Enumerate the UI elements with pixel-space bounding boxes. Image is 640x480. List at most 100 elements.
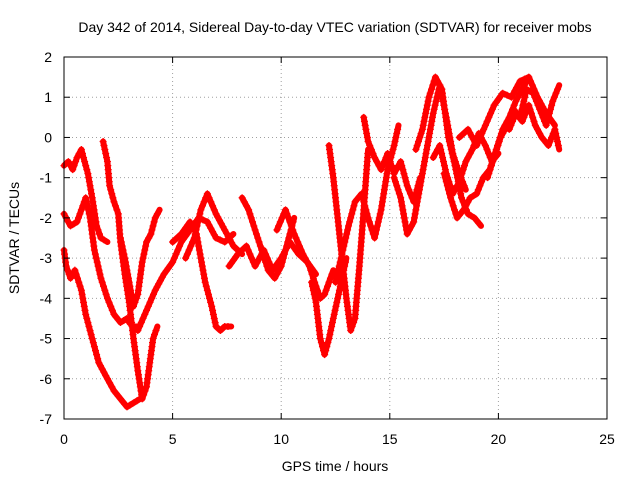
data-point: [294, 238, 302, 246]
y-tick-label: -7: [40, 411, 53, 427]
data-point: [360, 198, 368, 206]
data-point: [134, 327, 142, 335]
data-point: [415, 190, 423, 198]
data-point: [212, 234, 220, 242]
series-track-22: [505, 101, 563, 153]
data-point: [449, 202, 457, 210]
data-point: [486, 166, 494, 174]
data-point: [382, 178, 390, 186]
data-point: [140, 391, 148, 399]
data-point: [543, 117, 551, 125]
data-point: [348, 210, 356, 218]
data-point: [99, 137, 107, 145]
y-tick-label: -6: [40, 371, 53, 387]
data-point: [276, 218, 284, 226]
data-point: [137, 318, 145, 326]
data-point: [397, 198, 405, 206]
data-point: [208, 302, 216, 310]
data-point: [397, 194, 405, 202]
data-point: [520, 97, 528, 105]
data-point: [203, 286, 211, 294]
data-point: [549, 97, 557, 105]
data-point: [211, 318, 219, 326]
data-point: [84, 170, 92, 178]
data-point: [259, 250, 267, 258]
data-point: [190, 234, 198, 242]
data-point: [376, 210, 384, 218]
data-point: [84, 318, 92, 326]
data-point: [100, 236, 108, 244]
data-point: [321, 351, 329, 359]
series-track-4: [99, 137, 161, 403]
data-point: [345, 222, 353, 230]
data-point: [96, 270, 104, 278]
data-point: [379, 162, 387, 170]
data-point: [488, 105, 496, 113]
data-point: [519, 101, 527, 109]
data-point: [362, 125, 370, 133]
data-point: [418, 174, 426, 182]
data-point: [121, 254, 129, 262]
data-point: [102, 290, 110, 298]
data-point: [413, 198, 421, 206]
data-point: [448, 150, 456, 158]
data-point: [130, 302, 138, 310]
data-point: [464, 198, 472, 206]
data-point: [103, 294, 111, 302]
data-point: [439, 154, 447, 162]
data-point: [122, 258, 130, 266]
data-point: [397, 158, 405, 166]
data-point: [525, 73, 533, 81]
data-point: [451, 162, 459, 170]
data-point: [207, 298, 215, 306]
data-point: [400, 214, 408, 222]
data-point: [108, 383, 116, 391]
data-point: [330, 310, 338, 318]
data-point: [335, 286, 343, 294]
data-point: [80, 298, 88, 306]
data-point: [324, 282, 332, 290]
data-point: [111, 202, 119, 210]
data-point: [426, 125, 434, 133]
data-point: [440, 170, 448, 178]
data-point: [458, 170, 466, 178]
data-point: [198, 202, 206, 210]
data-point: [106, 379, 114, 387]
data-point: [426, 129, 434, 137]
data-point: [400, 210, 408, 218]
data-point: [452, 166, 460, 174]
data-point: [273, 226, 281, 234]
data-point: [364, 214, 372, 222]
data-point: [148, 226, 156, 234]
data-point: [149, 290, 157, 298]
data-point: [526, 105, 534, 113]
data-point: [464, 154, 472, 162]
data-point: [92, 218, 100, 226]
data-point: [554, 141, 562, 149]
series-track-5: [116, 206, 163, 310]
data-point: [271, 274, 279, 282]
data-point: [412, 146, 420, 154]
data-point: [89, 198, 97, 206]
data-point: [546, 137, 554, 145]
data-point: [423, 146, 431, 154]
data-point: [372, 226, 380, 234]
data-point: [254, 234, 262, 242]
data-point: [216, 327, 224, 335]
data-point: [401, 218, 409, 226]
data-point: [481, 121, 489, 129]
data-point: [430, 105, 438, 113]
data-point: [283, 210, 291, 218]
y-axis-label: SDTVAR / TECUs: [6, 182, 22, 294]
data-point: [333, 298, 341, 306]
data-point: [393, 129, 401, 137]
data-point: [73, 218, 81, 226]
data-point: [341, 238, 349, 246]
data-point: [475, 219, 483, 227]
data-point: [400, 170, 408, 178]
data-point: [141, 246, 149, 254]
data-point: [393, 182, 401, 190]
data-point: [379, 194, 387, 202]
data-point: [149, 335, 157, 343]
data-point: [413, 202, 421, 210]
